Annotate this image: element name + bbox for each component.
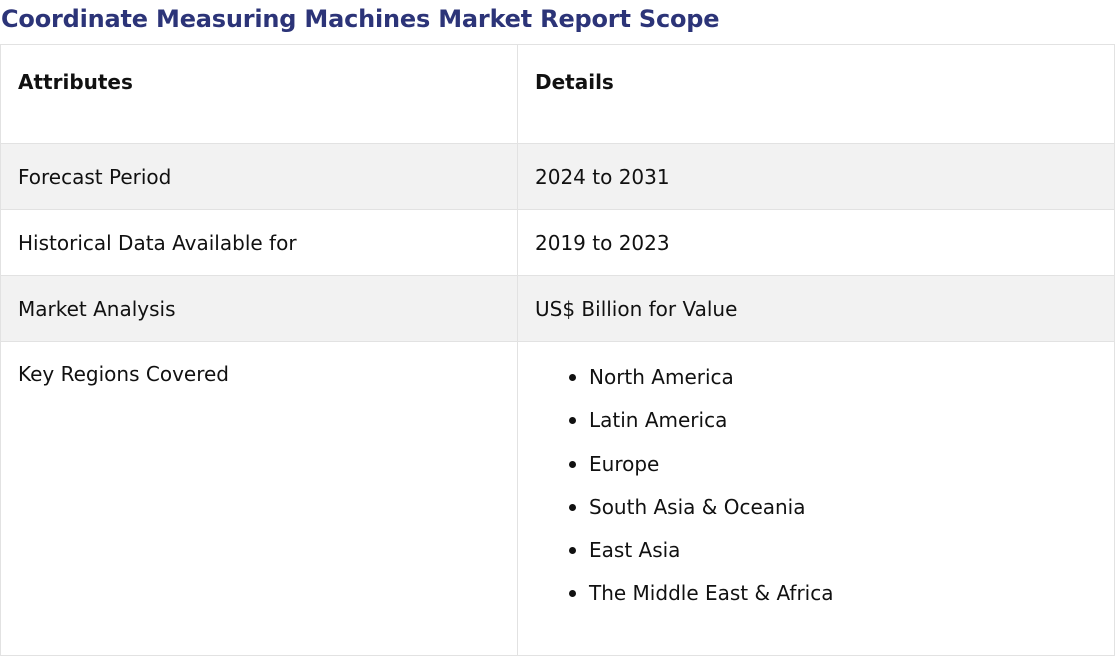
list-item: North America (569, 365, 1097, 408)
bullet-icon (569, 590, 576, 598)
region-label: The Middle East & Africa (589, 581, 834, 606)
region-label: Latin America (589, 408, 728, 433)
attribute-cell: Market Analysis (0, 275, 518, 342)
list-item: The Middle East & Africa (569, 581, 1097, 624)
region-label: East Asia (589, 538, 681, 563)
header-attributes: Attributes (0, 44, 518, 144)
table-row-regions: Key Regions Covered North America Latin … (0, 341, 1115, 656)
region-label: Europe (589, 451, 660, 476)
detail-cell: 2019 to 2023 (517, 209, 1115, 276)
detail-cell: US$ Billion for Value (517, 275, 1115, 342)
table-row: Forecast Period 2024 to 2031 (0, 143, 1115, 210)
report-scope-table: Attributes Details Forecast Period 2024 … (0, 44, 1115, 656)
bullet-icon (569, 547, 576, 555)
attribute-cell: Key Regions Covered (0, 341, 518, 656)
detail-cell: 2024 to 2031 (517, 143, 1115, 210)
list-item: Europe (569, 451, 1097, 495)
attribute-cell: Forecast Period (0, 143, 518, 210)
page-title: Coordinate Measuring Machines Market Rep… (1, 5, 720, 33)
list-item: Latin America (569, 408, 1097, 451)
detail-cell-regions: North America Latin America Europe South… (517, 341, 1115, 656)
table-header-row: Attributes Details (0, 44, 1115, 144)
attribute-cell: Historical Data Available for (0, 209, 518, 276)
header-details: Details (517, 44, 1115, 144)
region-list: North America Latin America Europe South… (535, 365, 1097, 625)
list-item: South Asia & Oceania (569, 494, 1097, 538)
table-row: Market Analysis US$ Billion for Value (0, 275, 1115, 342)
list-item: East Asia (569, 538, 1097, 581)
bullet-icon (569, 417, 576, 425)
bullet-icon (569, 503, 576, 511)
region-label: North America (589, 365, 734, 389)
table-row: Historical Data Available for 2019 to 20… (0, 209, 1115, 276)
bullet-icon (569, 374, 576, 381)
bullet-icon (569, 460, 576, 468)
region-label: South Asia & Oceania (589, 494, 806, 519)
